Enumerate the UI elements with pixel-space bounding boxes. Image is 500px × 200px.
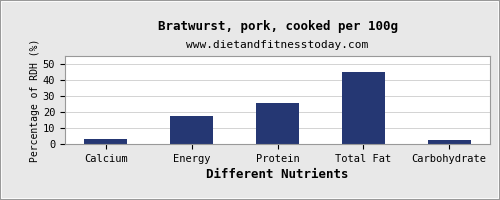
- X-axis label: Different Nutrients: Different Nutrients: [206, 168, 349, 181]
- Bar: [256, 103, 299, 144]
- Bar: [170, 116, 213, 144]
- Text: www.dietandfitnesstoday.com: www.dietandfitnesstoday.com: [186, 40, 368, 50]
- Bar: [342, 72, 385, 144]
- Bar: [428, 140, 470, 144]
- Text: Bratwurst, pork, cooked per 100g: Bratwurst, pork, cooked per 100g: [158, 20, 398, 33]
- Bar: [84, 139, 127, 144]
- Y-axis label: Percentage of RDH (%): Percentage of RDH (%): [30, 38, 40, 162]
